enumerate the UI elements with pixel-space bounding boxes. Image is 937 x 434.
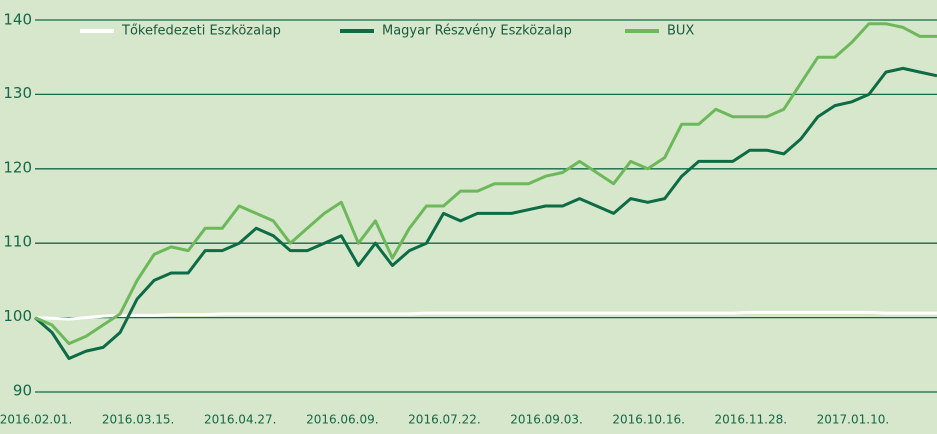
legend-label: Tőkefedezeti Eszközalap bbox=[121, 24, 281, 39]
x-tick-label: 2017.01.10. bbox=[817, 413, 890, 427]
y-tick-label: 110 bbox=[3, 233, 32, 251]
x-tick-label: 2016.03.15. bbox=[102, 413, 175, 427]
x-tick-label: 2016.07.22. bbox=[408, 413, 481, 427]
y-tick-label: 140 bbox=[3, 11, 32, 29]
y-tick-label: 120 bbox=[3, 158, 32, 176]
x-tick-label: 2016.11.28. bbox=[715, 413, 788, 427]
y-tick-label: 100 bbox=[3, 307, 32, 325]
legend-label: BUX bbox=[667, 24, 694, 39]
series-line bbox=[34, 22, 937, 346]
series-line bbox=[34, 310, 937, 321]
legend-label: Magyar Részvény Eszközalap bbox=[382, 24, 572, 39]
x-tick-label: 2016.02.01. bbox=[0, 413, 72, 427]
x-tick-label: 2016.10.16. bbox=[612, 413, 685, 427]
x-tick-label: 2016.04.27. bbox=[204, 413, 277, 427]
series-line bbox=[34, 66, 937, 360]
x-tick-label: 2016.09.03. bbox=[510, 413, 583, 427]
y-tick-label: 90 bbox=[13, 382, 32, 400]
x-tick-label: 2016.06.09. bbox=[306, 413, 379, 427]
y-tick-label: 130 bbox=[3, 84, 32, 102]
